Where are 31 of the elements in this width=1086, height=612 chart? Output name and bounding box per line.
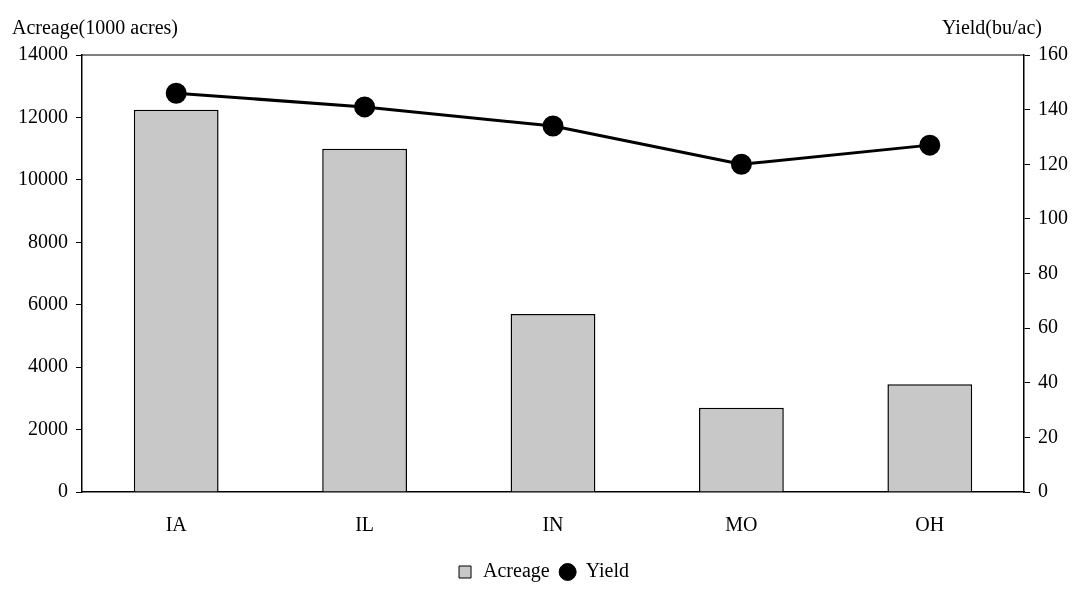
point (542, 115, 564, 137)
legend-label: Acreage (483, 559, 550, 583)
y-tick-label: 10000 (18, 167, 68, 190)
x-tick-label: OH (915, 513, 945, 536)
point (919, 134, 941, 156)
point (354, 96, 376, 118)
y-tick-label: 8000 (28, 229, 68, 252)
y2-tick-label: 20 (1038, 424, 1058, 447)
y-tick-label: 6000 (28, 291, 68, 314)
y2-tick-label: 0 (1038, 479, 1048, 502)
y-axis-title: Acreage(1000 acres) (12, 16, 179, 40)
legend-label: Yield (585, 559, 629, 582)
point (165, 82, 187, 104)
y2-tick-label: 100 (1038, 206, 1068, 229)
y2-tick-label: 60 (1038, 315, 1058, 338)
y-tick-label: 4000 (28, 354, 68, 377)
y-tick-label: 14000 (18, 42, 68, 65)
x-tick-label: IL (355, 513, 375, 536)
y2-tick-label: 80 (1038, 260, 1058, 283)
y2-axis-title: Yield(bu/ac) (942, 16, 1042, 40)
y2-tick-label: 120 (1038, 151, 1068, 174)
y-tick-label: 12000 (18, 104, 68, 127)
point (730, 153, 752, 175)
y-tick-label: 2000 (28, 416, 68, 439)
y2-tick-label: 40 (1038, 370, 1058, 392)
x-tick-label: IN (542, 513, 564, 536)
y-tick-label: 0 (58, 479, 68, 502)
x-tick-label: IA (165, 513, 188, 536)
x-tick-label: MO (725, 513, 758, 536)
y2-tick-label: 140 (1038, 96, 1068, 119)
y2-tick-label: 160 (1038, 42, 1068, 65)
